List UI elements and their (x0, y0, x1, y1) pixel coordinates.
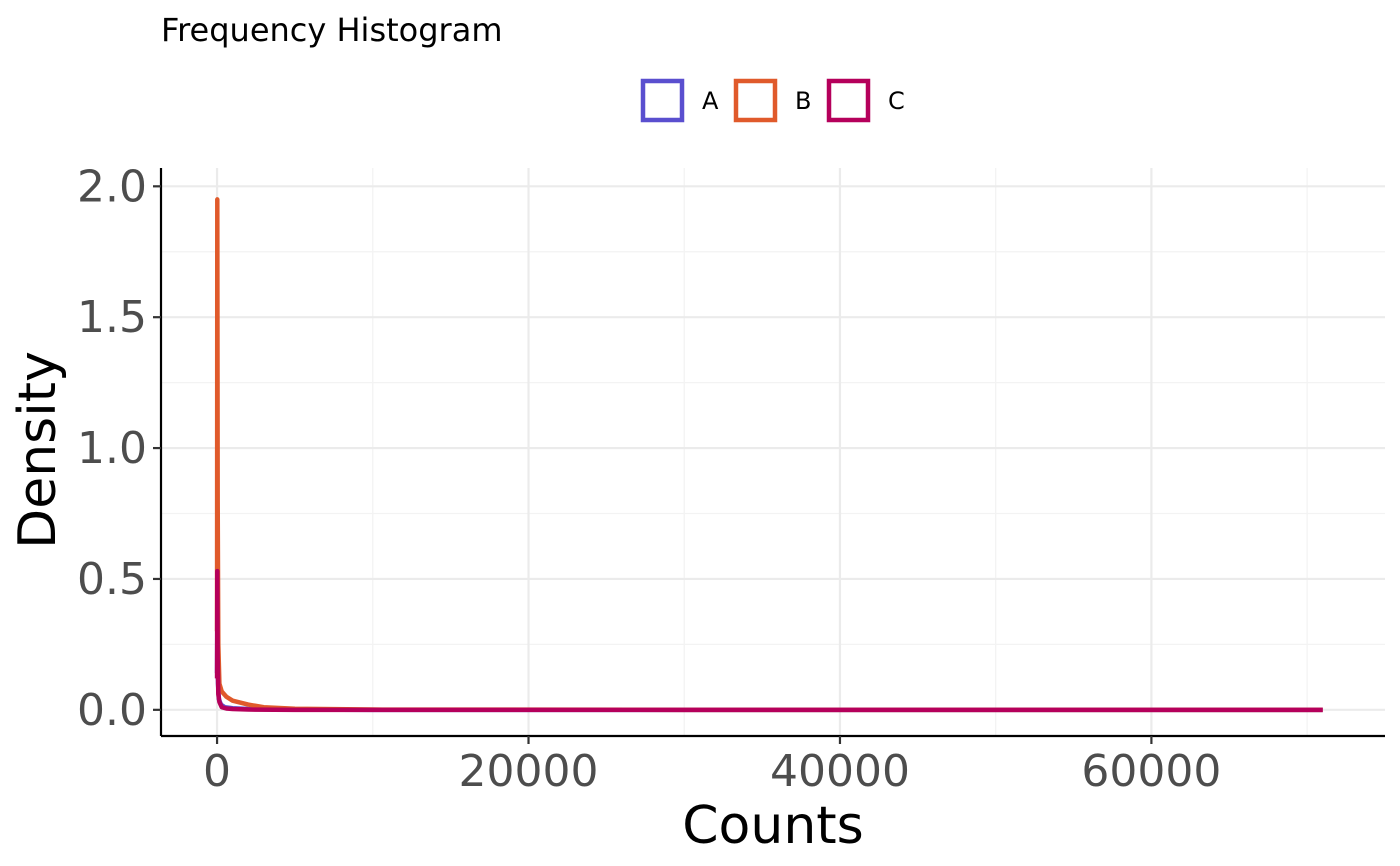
axes (159, 168, 1385, 738)
y-axis-ticks: 0.0 0.5 1.0 1.5 2.0 (77, 161, 161, 736)
y-axis-title: Density (8, 351, 68, 549)
grid (161, 168, 1385, 736)
y-tick-label-2: 1.0 (77, 423, 147, 474)
legend-key-b (733, 78, 778, 123)
x-axis-ticks: 0 20000 40000 60000 (203, 736, 1221, 797)
series-line-a (214, 608, 1323, 713)
legend-key-c (826, 78, 871, 123)
legend-label-a: A (702, 87, 719, 115)
chart-title: Frequency Histogram (161, 11, 502, 49)
series-lines (214, 197, 1323, 713)
y-tick-label-1: 0.5 (77, 554, 147, 605)
series-line-b (214, 197, 1323, 713)
legend-label-b: B (795, 87, 811, 115)
x-tick-label-2: 40000 (770, 746, 910, 797)
y-tick-label-3: 1.5 (77, 292, 147, 343)
series-line-c (214, 568, 1323, 713)
legend-label-c: C (888, 87, 905, 115)
x-axis-title: Counts (682, 796, 864, 856)
y-tick-label-0: 0.0 (77, 685, 147, 736)
y-tick-label-4: 2.0 (77, 161, 147, 212)
x-tick-label-0: 0 (203, 746, 231, 797)
legend: A B C (640, 78, 905, 123)
x-tick-label-3: 60000 (1081, 746, 1221, 797)
x-tick-label-1: 20000 (459, 746, 599, 797)
legend-key-a (640, 78, 685, 123)
